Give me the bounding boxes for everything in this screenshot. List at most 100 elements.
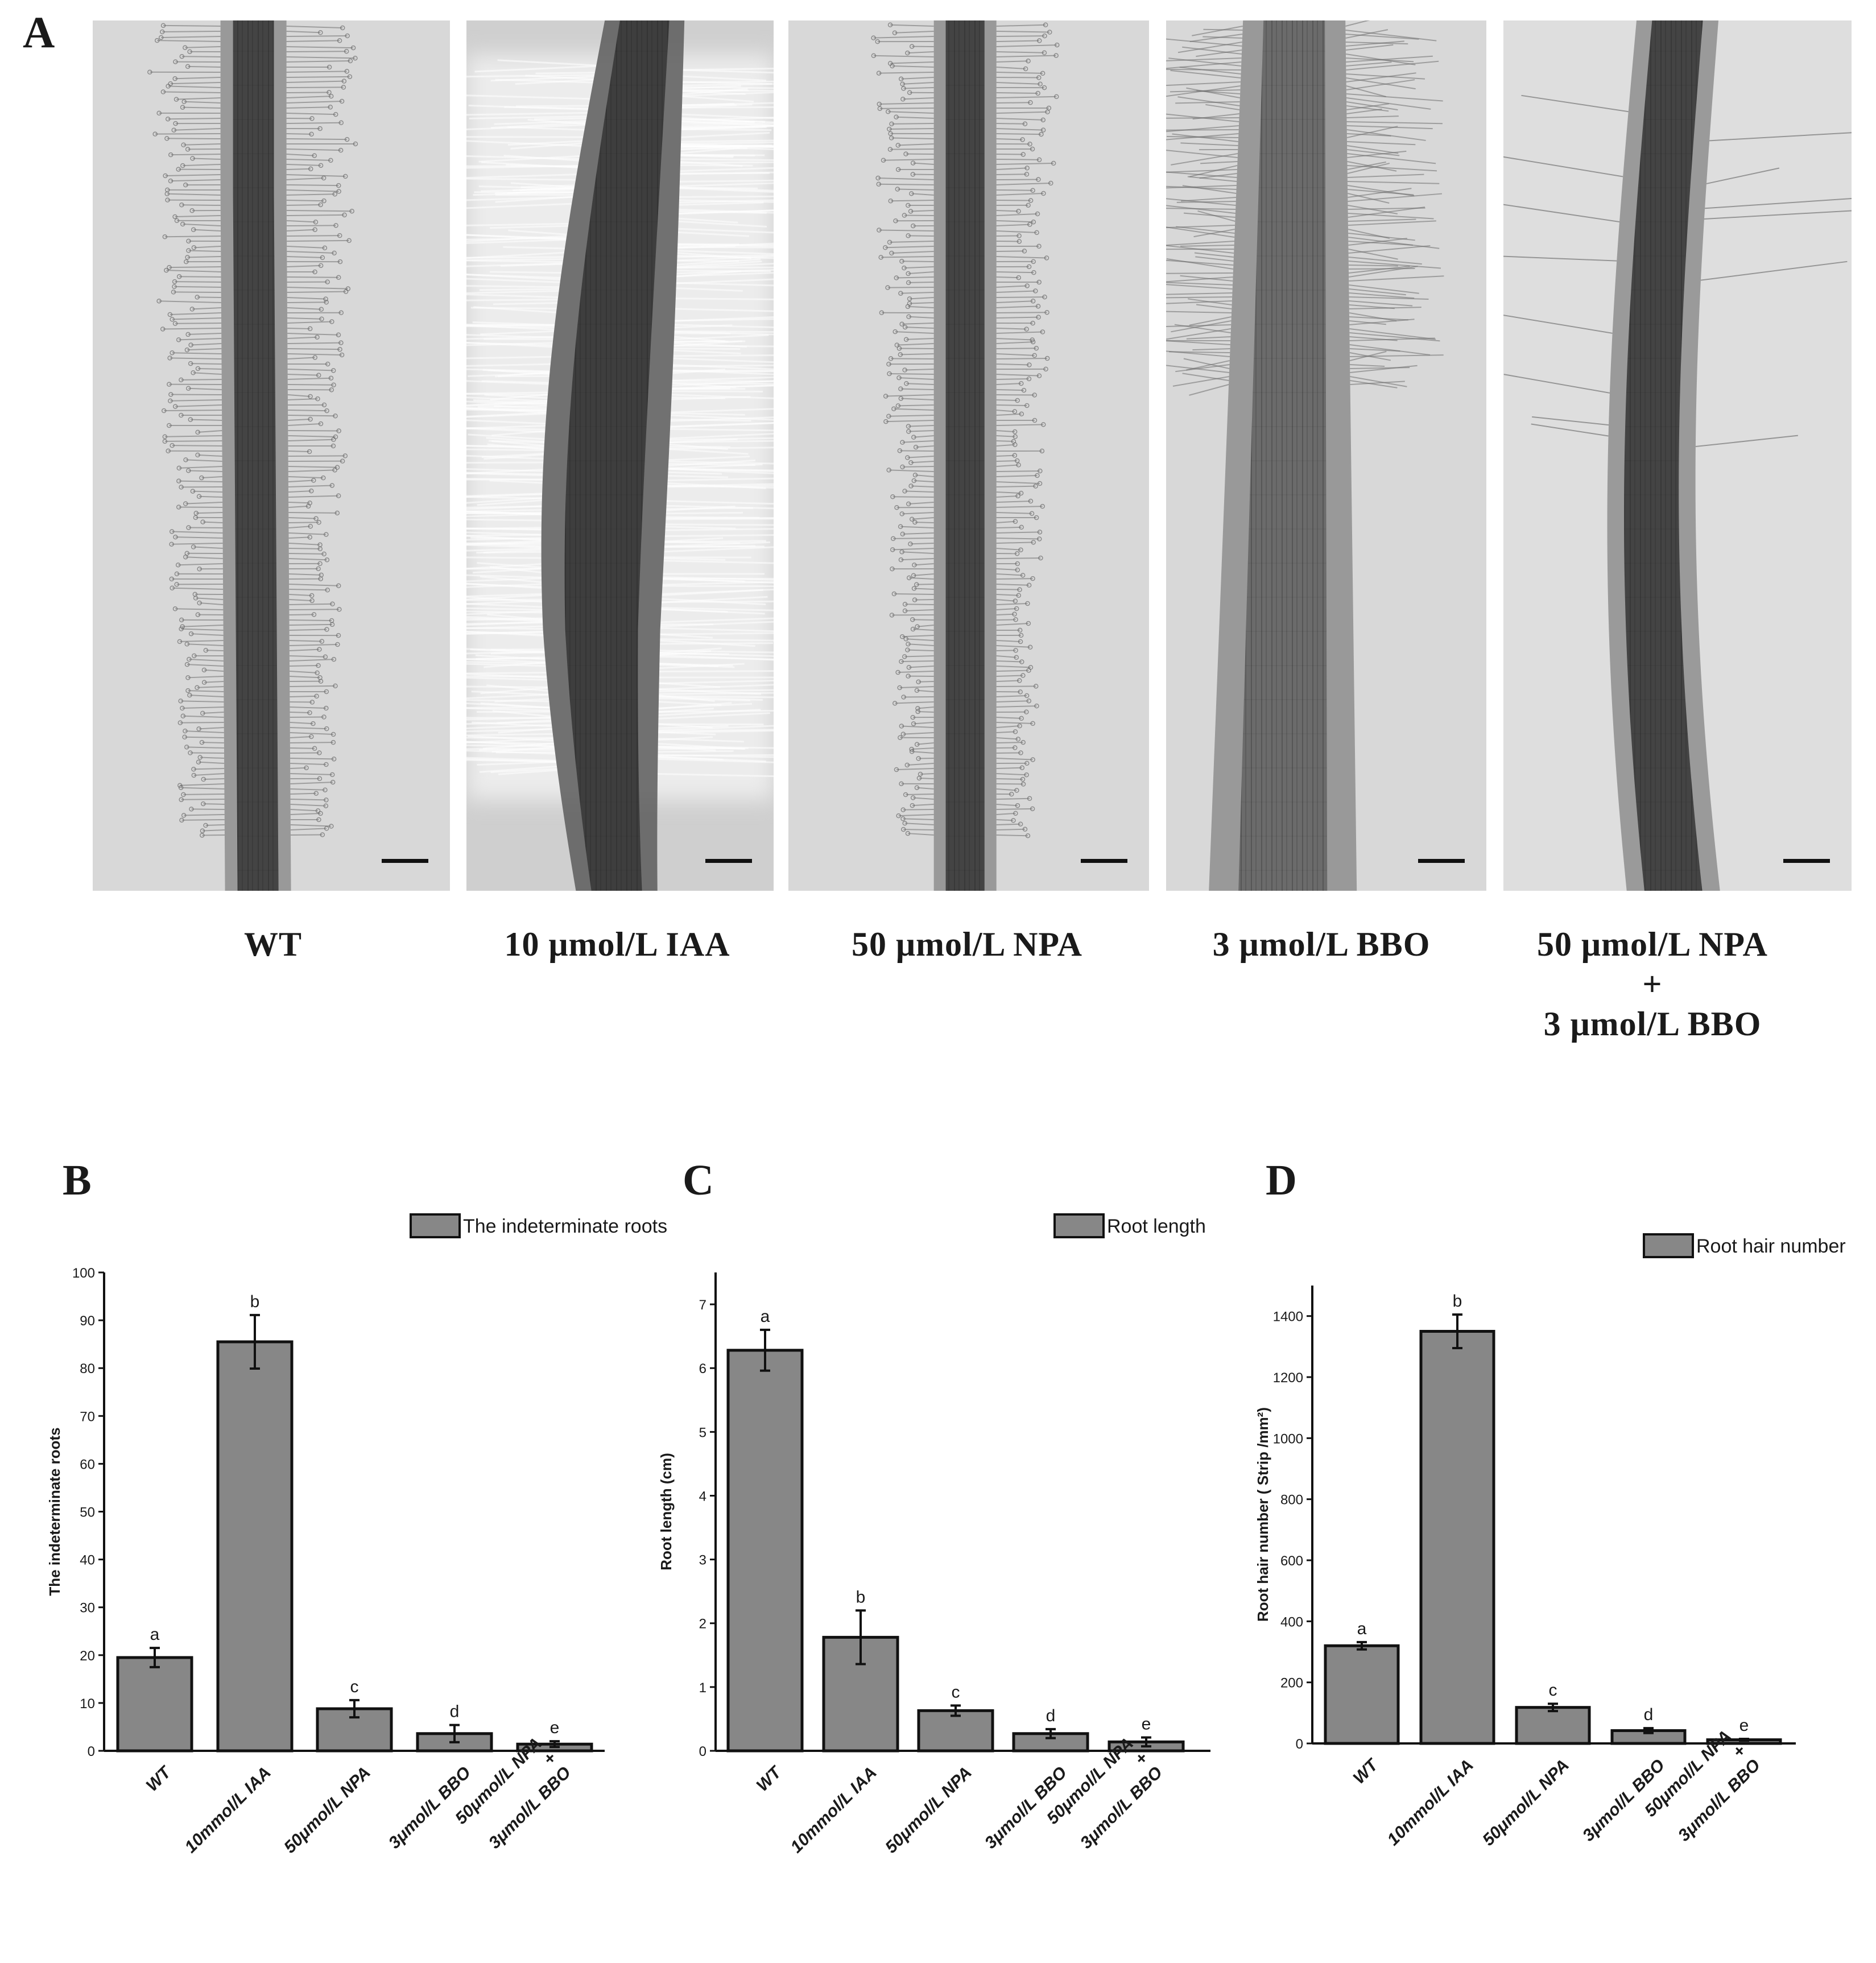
root-hair bbox=[659, 692, 774, 695]
root-hair-tip bbox=[331, 656, 337, 662]
root-hair-tip bbox=[319, 639, 325, 644]
root-hair-tip bbox=[889, 613, 895, 618]
root-hair bbox=[466, 511, 542, 515]
root-hair bbox=[199, 602, 224, 605]
root-hair bbox=[996, 163, 1054, 165]
root-hair-tip bbox=[332, 468, 337, 473]
y-tick-label: 4 bbox=[699, 1489, 706, 1504]
scale-bar bbox=[1418, 859, 1465, 863]
scale-bar bbox=[1081, 859, 1127, 863]
root-hair bbox=[1166, 292, 1233, 295]
root-hair-tip bbox=[173, 97, 179, 102]
root-hair bbox=[996, 613, 1015, 615]
root-hair bbox=[466, 693, 549, 700]
root-hair bbox=[996, 731, 1015, 733]
root-hair bbox=[896, 343, 934, 346]
root-hair-tip bbox=[903, 637, 908, 642]
root-hair bbox=[466, 547, 542, 552]
root-hair bbox=[286, 174, 346, 177]
root-hair-tip bbox=[193, 515, 199, 520]
root-hair bbox=[996, 213, 1038, 216]
root-hair-tip bbox=[1017, 627, 1023, 633]
root-hair bbox=[466, 531, 542, 536]
root-hair-tip bbox=[877, 228, 882, 233]
root-hair bbox=[996, 650, 1016, 651]
root-hair bbox=[658, 712, 770, 720]
root-hair-tip bbox=[183, 45, 188, 50]
root-hair bbox=[1171, 320, 1232, 333]
root-hair bbox=[896, 276, 934, 279]
root-hair bbox=[494, 698, 549, 702]
root-hair-tip bbox=[1030, 339, 1036, 345]
root-hair-tip bbox=[1012, 611, 1017, 617]
root-hair-tip bbox=[898, 524, 903, 530]
root-hair-tip bbox=[899, 549, 904, 555]
root-hair bbox=[996, 823, 1021, 825]
root-hair bbox=[996, 834, 1028, 837]
root-hair bbox=[1349, 312, 1397, 322]
root-hair bbox=[466, 602, 543, 608]
root-hair bbox=[996, 348, 1036, 349]
root-hair bbox=[287, 353, 342, 356]
root-hair bbox=[1166, 284, 1233, 290]
root-hair bbox=[1186, 336, 1231, 340]
root-hair bbox=[996, 526, 1022, 528]
root-hair bbox=[1188, 298, 1232, 305]
root-hair bbox=[910, 543, 934, 545]
root-hair-tip bbox=[304, 765, 309, 771]
root-hair bbox=[912, 751, 934, 754]
root-hair bbox=[996, 328, 1027, 330]
root-hair-tip bbox=[1042, 50, 1047, 56]
root-hair-tip bbox=[1026, 203, 1031, 208]
root-hair-tip bbox=[1026, 264, 1032, 270]
root-hair-tip bbox=[160, 29, 165, 35]
root-hair-tip bbox=[193, 596, 199, 601]
root-hair bbox=[170, 82, 221, 85]
root-hair bbox=[466, 661, 546, 665]
root-hair bbox=[289, 614, 315, 615]
root-hair bbox=[671, 408, 774, 414]
significance-letter: a bbox=[150, 1625, 160, 1644]
root-hair-tip bbox=[1024, 327, 1029, 332]
root-hair-tip bbox=[1042, 33, 1047, 39]
root-hair bbox=[996, 60, 1028, 63]
category-label-line: WT bbox=[1350, 1755, 1383, 1788]
root-hair-tip bbox=[1011, 818, 1016, 823]
root-hair bbox=[996, 589, 1020, 590]
root-hair-tip bbox=[1015, 567, 1020, 573]
root-hair-tip bbox=[910, 803, 915, 808]
bar-1 bbox=[216, 1340, 294, 1753]
root-hair-tip bbox=[902, 489, 907, 494]
root-hair bbox=[659, 684, 774, 691]
root-hair-tip bbox=[1015, 398, 1020, 403]
root-hair-tip bbox=[315, 670, 320, 676]
root-hair bbox=[681, 106, 774, 109]
root-hair bbox=[996, 353, 1035, 356]
root-hair bbox=[913, 573, 934, 576]
root-hair bbox=[1172, 376, 1229, 387]
root-hair-tip bbox=[336, 275, 341, 280]
root-hair bbox=[915, 474, 934, 477]
root-hair bbox=[903, 97, 934, 100]
root-hair bbox=[996, 578, 1033, 580]
root-hair bbox=[490, 76, 594, 82]
root-hair bbox=[911, 747, 934, 750]
root-cell-texture bbox=[1624, 20, 1703, 891]
root-hair-tip bbox=[1019, 524, 1024, 530]
root-hair bbox=[1350, 364, 1385, 367]
root-hair bbox=[466, 567, 542, 570]
root-hair bbox=[916, 584, 934, 585]
root-hair-tip bbox=[896, 375, 902, 381]
root-hair-tip bbox=[1026, 582, 1032, 588]
root-hair bbox=[660, 639, 755, 647]
root-hair bbox=[1180, 275, 1233, 282]
root-hair bbox=[466, 556, 542, 559]
root-hair-tip bbox=[188, 342, 193, 348]
root-hair bbox=[286, 60, 350, 63]
root-hair-tip bbox=[315, 396, 320, 402]
root-hair-tip bbox=[914, 688, 920, 693]
root-hair bbox=[891, 358, 934, 359]
root-hair-tip bbox=[887, 126, 892, 132]
root-hair-tip bbox=[911, 573, 916, 578]
